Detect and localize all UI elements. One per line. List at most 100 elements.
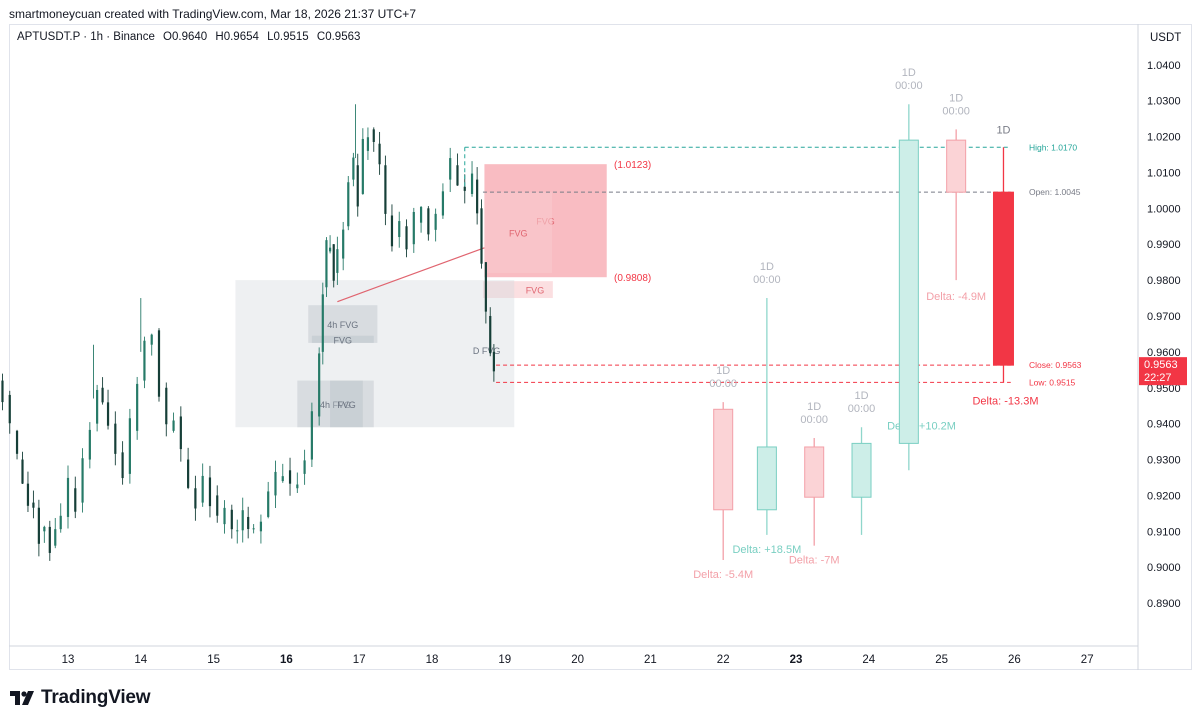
forecast-candle-timeframe: 1D: [807, 401, 821, 413]
forecast-candle-timeframe: 1D: [949, 92, 963, 104]
x-tick-label: 27: [1081, 654, 1094, 666]
hourly-candle-body: [88, 429, 91, 460]
close-value: 0.9563: [325, 31, 361, 43]
forecast-candle-timeframe: 1D: [996, 124, 1010, 136]
zone-label: D FVG: [473, 346, 501, 356]
high-label: H: [215, 31, 224, 43]
level-label: Close: 0.9563: [1029, 360, 1082, 370]
hourly-candle-body: [21, 459, 24, 484]
forecast-candle-time: 00:00: [753, 274, 781, 286]
close-label: C: [316, 31, 326, 43]
hourly-candle-body: [32, 502, 35, 508]
forecast-candle-body: [804, 446, 825, 498]
forecast-candle-body: [946, 139, 967, 193]
zone-zone: [308, 305, 378, 343]
zone-label: FVG: [526, 286, 545, 296]
current-price-value: 0.9563: [1144, 359, 1178, 371]
hourly-candle-body: [328, 247, 332, 252]
trendline: [337, 247, 485, 303]
symbol-legend[interactable]: APTUSDT.P · 1h · Binance O0.9640 H0.9654…: [17, 31, 360, 43]
forecast-candle-timeframe: 1D: [760, 261, 774, 273]
zone-zone_dark: [330, 380, 363, 428]
forecast-candle-delta: Delta: -7M: [789, 555, 840, 567]
hourly-candle-body: [332, 244, 335, 281]
hourly-candle-body: [241, 510, 244, 531]
hourly-candle-body: [281, 476, 284, 482]
symbol-title[interactable]: APTUSDT.P · 1h · Binance: [17, 31, 155, 43]
y-tick-label: 0.9500: [1147, 383, 1181, 395]
hourly-candle-body: [74, 488, 77, 512]
hourly-candle-body: [157, 330, 161, 397]
x-tick-label: 13: [62, 654, 75, 666]
y-tick-label: 0.9900: [1147, 239, 1181, 251]
zone-htf_box: [235, 280, 515, 428]
hourly-candle-body: [48, 526, 51, 553]
hourly-candle-body: [318, 353, 321, 417]
y-tick-label: 0.9300: [1147, 455, 1181, 467]
hourly-candle-body: [427, 208, 430, 235]
y-tick-label: 0.9400: [1147, 419, 1181, 431]
y-tick-label: 0.9800: [1147, 275, 1181, 287]
hourly-candle-body: [310, 411, 313, 460]
hourly-candle-body: [296, 484, 299, 489]
hourly-candle-body: [398, 221, 401, 238]
hourly-candle-body: [216, 495, 219, 516]
forecast-candle-body: [851, 442, 872, 498]
x-tick-label: 25: [935, 654, 948, 666]
x-tick-label: 23: [790, 654, 803, 666]
hourly-candle-body: [390, 215, 394, 247]
hourly-candle-body: [384, 165, 387, 214]
forecast-candle-time: 00:00: [942, 105, 970, 117]
current-price-countdown: 22:27: [1144, 372, 1172, 384]
hourly-candle-body: [366, 137, 370, 151]
hourly-candle-body: [43, 526, 46, 532]
hourly-candle-body: [325, 240, 328, 288]
zone-label: 4h FVG: [327, 320, 358, 330]
hourly-candle-body: [106, 402, 110, 426]
hourly-candle-body: [303, 460, 306, 474]
hourly-candle-body: [456, 165, 459, 186]
attribution-text: smartmoneycuan created with TradingView.…: [9, 7, 416, 21]
hourly-candle-body: [37, 507, 40, 544]
fvg-top-price-label: (1.0123): [614, 160, 651, 171]
hourly-candle-body: [252, 528, 255, 530]
tradingview-logo[interactable]: TradingView: [10, 687, 151, 709]
hourly-candle-body: [208, 477, 212, 507]
hourly-candle-body: [489, 315, 492, 354]
forecast-candle-timeframe: 1D: [854, 390, 868, 402]
forecast-candle-time: 00:00: [800, 414, 828, 426]
hourly-candle-body: [150, 334, 153, 345]
zone-label: FVG: [337, 400, 356, 410]
hourly-candle-body: [342, 229, 345, 259]
zone-label: FVG: [334, 335, 353, 345]
x-tick-label: 16: [280, 654, 293, 666]
current-price-tag: [1139, 357, 1187, 386]
hourly-candle-body: [143, 340, 146, 381]
currency-label[interactable]: USDT: [1150, 32, 1182, 44]
x-tick-label: 15: [207, 654, 220, 666]
open-value: 0.9640: [172, 31, 208, 43]
forecast-candle-delta: Delta: -13.3M: [972, 395, 1038, 407]
hourly-candle-body: [336, 249, 339, 273]
level-label: Low: 0.9515: [1029, 377, 1076, 387]
hourly-candle-body: [449, 158, 452, 180]
y-tick-label: 0.8900: [1147, 598, 1181, 610]
forecast-candle-timeframe: 1D: [902, 67, 916, 79]
y-tick-label: 0.9600: [1147, 347, 1181, 359]
hourly-candle-body: [476, 179, 479, 214]
hourly-candle-body: [59, 515, 62, 530]
hourly-candle-body: [172, 420, 175, 431]
x-tick-label: 21: [644, 654, 657, 666]
hourly-candle-body: [165, 387, 168, 425]
hourly-candle-body: [201, 475, 204, 503]
zone-fvg_faint: [482, 281, 553, 299]
y-tick-label: 1.0200: [1147, 132, 1181, 144]
forecast-candle-delta: Delta: +10.2M: [887, 420, 956, 432]
low-label: L: [267, 31, 274, 43]
hourly-candle-body: [101, 387, 104, 403]
fvg-bottom-price-label: (0.9808): [614, 273, 651, 284]
hourly-candle-body: [274, 471, 277, 496]
chart-frame[interactable]: [9, 24, 1192, 670]
hourly-candle-body: [247, 516, 250, 530]
